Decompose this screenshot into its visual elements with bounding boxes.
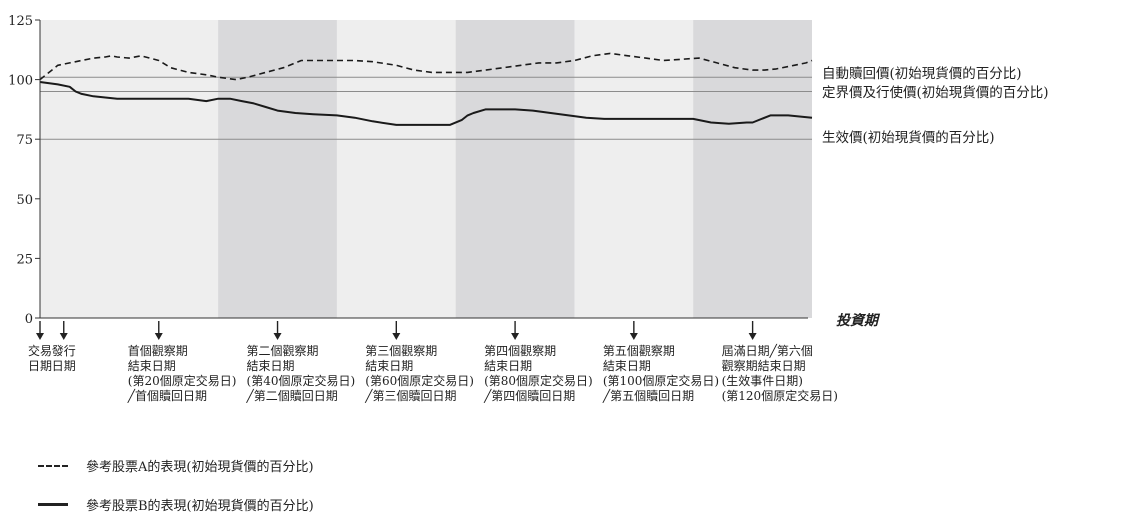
axes: 0 25 50 75 100 125 投資期 [8, 14, 881, 329]
x-marker-arrowhead [154, 333, 163, 340]
series-layer [39, 52, 813, 126]
x-marker-arrowhead [36, 333, 44, 340]
x-marker-arrowhead [511, 333, 520, 340]
x-marker-label: 第三個觀察期結束日期(第60個原定交易日) ╱第三個贖回日期 [364, 344, 474, 403]
x-marker-arrowhead [273, 333, 282, 340]
observation-period-band [455, 20, 575, 318]
x-marker-label: 發行日期 [52, 343, 76, 373]
x-marker-label: 第四個觀察期結束日期(第80個原定交易日) ╱第四個贖回日期 [483, 344, 593, 403]
reference-labels: 自動贖回價(初始現貨價的百分比) 定界價及行使價(初始現貨價的百分比) 生效價(初始… [822, 65, 1049, 146]
x-marker-label: 首個觀察期結束日期(第20個原定交易日) ╱首個贖回日期 [127, 344, 237, 403]
plot-background [40, 20, 812, 318]
series-line-a [39, 52, 813, 81]
observation-period-band [336, 20, 456, 318]
observation-period-band [218, 20, 337, 318]
legend-label-b: 參考股票B的表現(初始現貨價的百分比) [86, 499, 314, 514]
x-marker-arrowhead [629, 333, 638, 340]
y-tick-label: 25 [16, 252, 33, 267]
reference-lines [40, 76, 812, 140]
observation-period-band [99, 20, 219, 318]
x-marker-label: 第五個觀察期結束日期(第100個原定交易日) ╱第五個贖回日期 [602, 344, 719, 403]
x-marker-arrowhead [392, 333, 401, 340]
legend-swatch-dashed [38, 464, 68, 467]
legend-item-b: 參考股票B的表現(初始現貨價的百分比) [38, 495, 314, 514]
legend-item-a: 參考股票A的表現(初始現貨價的百分比) [38, 456, 314, 475]
reference-line-label: 定界價及行使價(初始現貨價的百分比) [822, 84, 1049, 101]
x-marker-label: 第二個觀察期結束日期(第40個原定交易日) ╱第二個贖回日期 [246, 344, 356, 403]
x-marker-arrowhead [748, 333, 757, 340]
observation-period-band [574, 20, 694, 318]
series-line-b [39, 81, 813, 126]
y-tick-label: 0 [25, 312, 33, 327]
y-tick-label: 75 [16, 133, 33, 148]
y-tick-label: 125 [8, 14, 33, 29]
legend-label-a: 參考股票A的表現(初始現貨價的百分比) [86, 460, 314, 475]
legend-swatch-solid [38, 503, 68, 506]
y-tick-label: 50 [16, 193, 33, 208]
reference-line-label: 自動贖回價(初始現貨價的百分比) [822, 65, 1022, 82]
x-marker-label: 交易日期 [28, 343, 52, 373]
x-marker-arrowhead [59, 333, 68, 340]
x-axis-label: 投資期 [836, 312, 881, 329]
y-tick-label: 100 [8, 74, 33, 89]
x-marker-label: 屆滿日期╱第六個觀察期結束日期(生效事件日期) (第120個原定交易日) [722, 343, 838, 403]
reference-line-label: 生效價(初始現貨價的百分比) [822, 129, 995, 146]
